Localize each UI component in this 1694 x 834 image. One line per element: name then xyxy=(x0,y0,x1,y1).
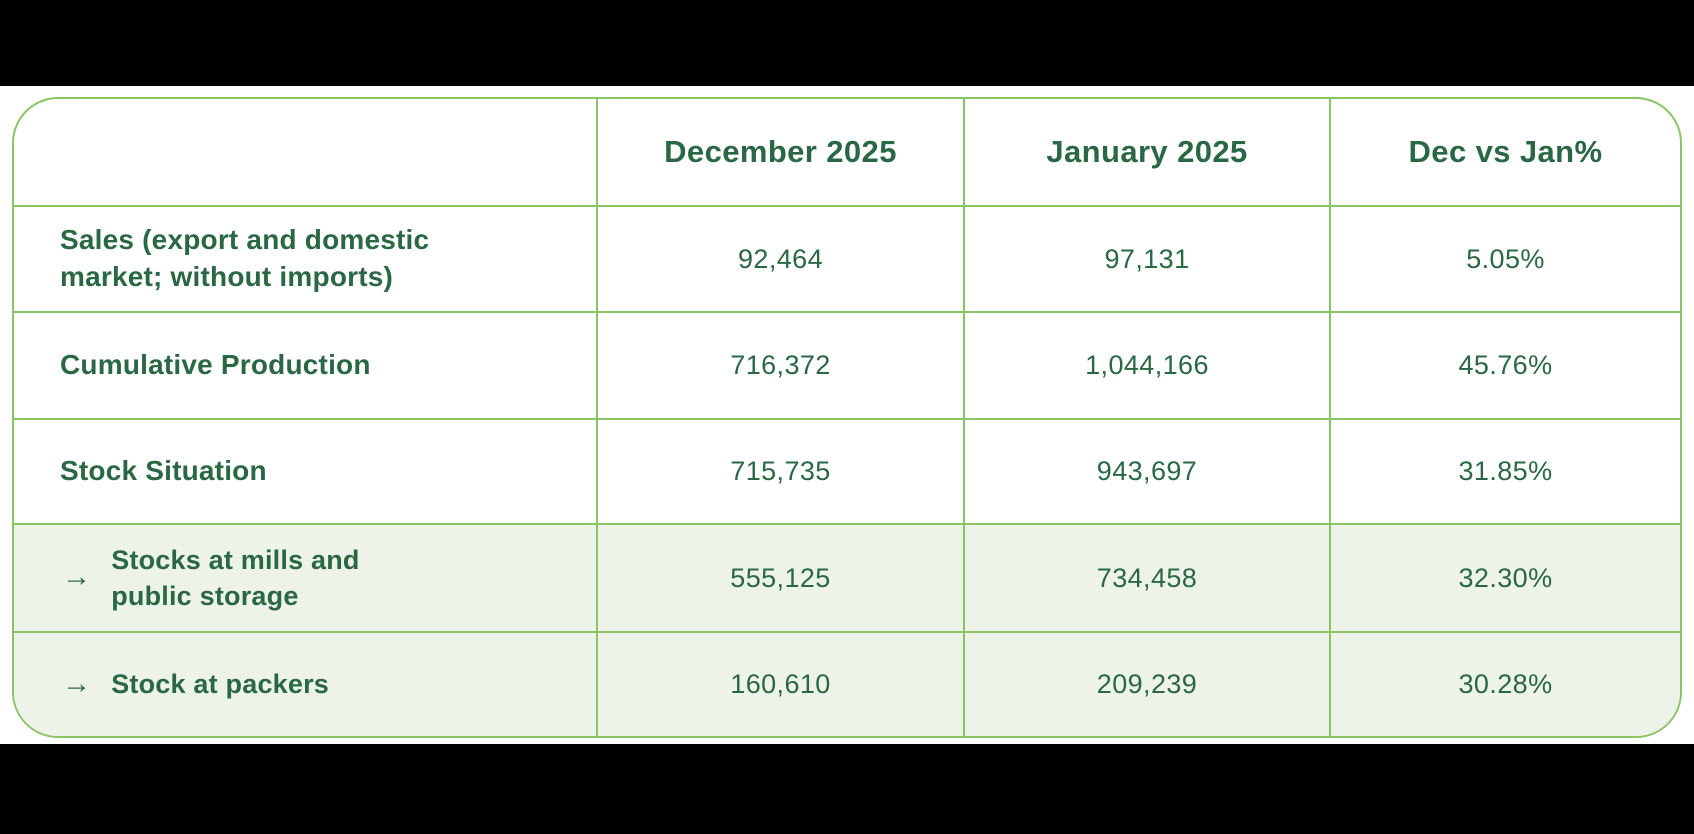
content-band: December 2025 January 2025 Dec vs Jan% S… xyxy=(0,86,1694,744)
row-stock-label-cell: Stock Situation xyxy=(14,420,598,525)
row-mills-label-cell: → Stocks at mills and public storage xyxy=(14,525,598,633)
row-stock-january-value: 943,697 xyxy=(965,420,1331,525)
row-packers-january-value: 209,239 xyxy=(965,633,1331,736)
row-mills-percent-value: 32.30% xyxy=(1331,525,1680,633)
row-production-january-value: 1,044,166 xyxy=(965,313,1331,420)
header-dec-vs-jan-label: Dec vs Jan% xyxy=(1408,134,1603,169)
header-january-label: January 2025 xyxy=(1046,134,1248,169)
row-stock-percent-value: 31.85% xyxy=(1331,420,1680,525)
row-packers-percent-value: 30.28% xyxy=(1331,633,1680,736)
row-sales-january-value: 97,131 xyxy=(965,207,1331,313)
row-stock-december-value: 715,735 xyxy=(598,420,965,525)
right-arrow-icon: → xyxy=(62,667,92,700)
row-mills-label: Stocks at mills and public storage xyxy=(111,544,360,611)
row-production-label: Cumulative Production xyxy=(60,349,371,381)
header-cell-empty xyxy=(14,99,598,207)
row-packers-label-cell: → Stock at packers xyxy=(14,633,598,736)
row-sales-label: Sales (export and domestic market; witho… xyxy=(60,224,430,292)
row-production-label-cell: Cumulative Production xyxy=(14,313,598,420)
header-cell-dec-vs-jan: Dec vs Jan% xyxy=(1331,99,1680,207)
row-sales-december-value: 92,464 xyxy=(598,207,965,313)
header-cell-december: December 2025 xyxy=(598,99,965,207)
row-sales-label-cell: Sales (export and domestic market; witho… xyxy=(14,207,598,313)
row-mills-december-value: 555,125 xyxy=(598,525,965,633)
row-production-percent-value: 45.76% xyxy=(1331,313,1680,420)
row-production-december-value: 716,372 xyxy=(598,313,965,420)
row-sales-percent-value: 5.05% xyxy=(1331,207,1680,313)
row-packers-label: Stock at packers xyxy=(111,669,330,700)
header-cell-january: January 2025 xyxy=(965,99,1331,207)
row-mills-january-value: 734,458 xyxy=(965,525,1331,633)
right-arrow-icon: → xyxy=(62,561,92,594)
header-december-label: December 2025 xyxy=(664,134,897,169)
data-table: December 2025 January 2025 Dec vs Jan% S… xyxy=(12,97,1682,738)
row-packers-december-value: 160,610 xyxy=(598,633,965,736)
row-stock-label: Stock Situation xyxy=(60,455,267,487)
